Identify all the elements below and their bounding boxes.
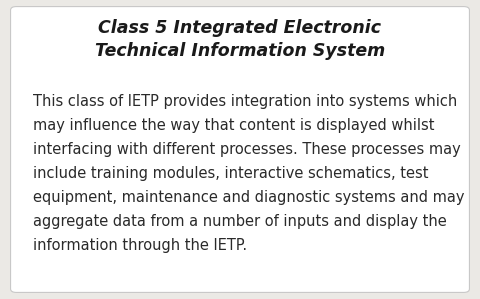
Text: This class of IETP provides integration into systems which
may influence the way: This class of IETP provides integration … — [33, 94, 464, 253]
FancyBboxPatch shape — [11, 7, 469, 292]
Text: Class 5 Integrated Electronic
Technical Information System: Class 5 Integrated Electronic Technical … — [95, 19, 385, 60]
